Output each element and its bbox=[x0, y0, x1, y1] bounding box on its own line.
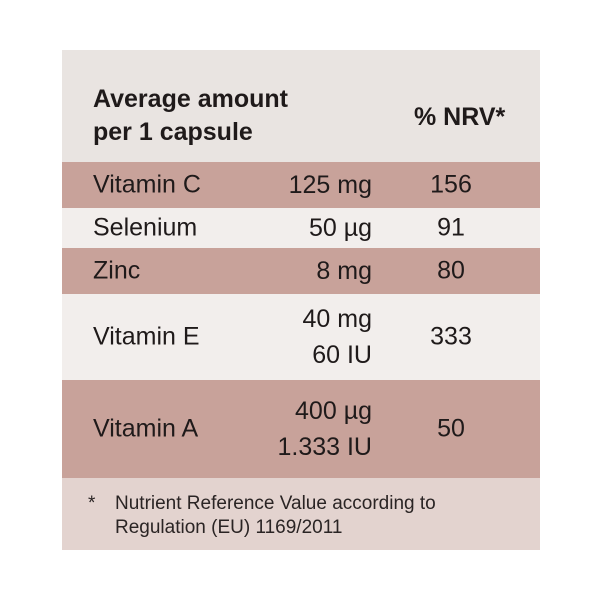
nrv-value: 50 bbox=[437, 414, 465, 443]
amount-value: 50 µg bbox=[308, 214, 372, 242]
amount-column-header: Average amount per 1 capsule bbox=[93, 83, 353, 149]
nutrient-amount: 125 mg bbox=[289, 167, 372, 203]
nutrient-name: Vitamin E bbox=[93, 322, 200, 351]
footnote-text: Nutrient Reference Value according to Re… bbox=[115, 492, 525, 540]
nutrient-amount: 50 µg bbox=[309, 210, 372, 246]
amount-value: 125 mg bbox=[288, 171, 372, 199]
amount-value: 60 IU bbox=[312, 341, 372, 369]
nrv-value: 80 bbox=[437, 256, 465, 285]
table-header: Average amount per 1 capsule % NRV* bbox=[62, 50, 540, 162]
table-row: Vitamin E 40 mg 60 IU 333 bbox=[62, 294, 540, 380]
nrv-value: 333 bbox=[430, 322, 472, 351]
nutrient-name: Selenium bbox=[93, 213, 198, 242]
footnote-line1: Nutrient Reference Value according to bbox=[115, 493, 436, 514]
nutrient-amount: 40 mg 60 IU bbox=[303, 301, 372, 373]
nrv-value: 156 bbox=[430, 170, 472, 199]
amount-header-line2: per 1 capsule bbox=[93, 118, 253, 146]
nutrition-table: Average amount per 1 capsule % NRV* Vita… bbox=[62, 50, 540, 550]
nrv-column-header: % NRV* bbox=[414, 103, 506, 131]
footnote: * Nutrient Reference Value according to … bbox=[62, 478, 540, 550]
table-row: Vitamin C 125 mg 156 bbox=[62, 162, 540, 208]
amount-value: 40 mg bbox=[302, 305, 372, 333]
footnote-line2: Regulation (EU) 1169/2011 bbox=[115, 517, 343, 538]
amount-header-line1: Average amount bbox=[93, 85, 288, 113]
nutrient-amount: 8 mg bbox=[316, 253, 372, 289]
amount-value: 8 mg bbox=[316, 257, 372, 285]
nutrient-name: Vitamin C bbox=[93, 170, 201, 199]
nrv-value: 91 bbox=[437, 213, 465, 242]
amount-value: 400 µg bbox=[295, 397, 372, 425]
table-row: Vitamin A 400 µg 1.333 IU 50 bbox=[62, 380, 540, 478]
amount-value: 1.333 IU bbox=[277, 433, 372, 461]
table-row: Zinc 8 mg 80 bbox=[62, 248, 540, 294]
table-row: Selenium 50 µg 91 bbox=[62, 208, 540, 248]
nutrient-name: Zinc bbox=[93, 256, 141, 285]
nutrient-name: Vitamin A bbox=[93, 414, 199, 443]
nutrient-amount: 400 µg 1.333 IU bbox=[277, 393, 372, 465]
footnote-marker: * bbox=[88, 493, 96, 514]
